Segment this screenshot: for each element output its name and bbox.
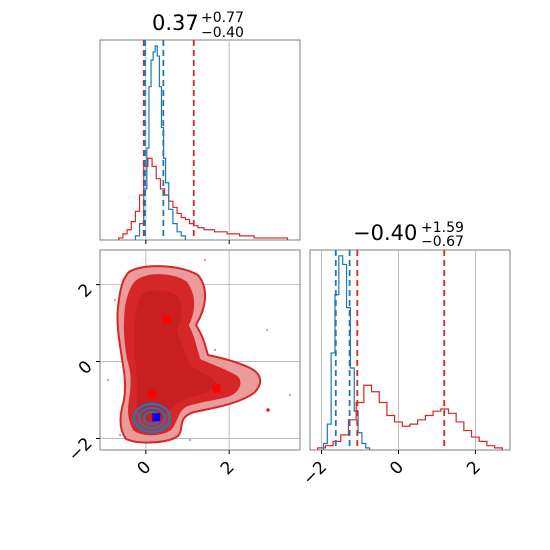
blue-contours (132, 402, 172, 434)
panel-joint (96, 249, 301, 454)
panel-marginal-x: 0.37 +0.77 −0.40 (99, 10, 301, 244)
y-tick-label: −2 (65, 434, 97, 466)
scatter-point (113, 298, 117, 302)
scatter-point (203, 258, 207, 262)
scatter-point (188, 438, 192, 442)
x-tick-label: −2 (299, 457, 331, 489)
marker-blue (152, 413, 161, 422)
panel-frame (99, 39, 301, 241)
x-tick-label: 0 (134, 457, 156, 479)
red-contour-inner (134, 290, 219, 423)
title-minus: −0.67 (421, 234, 464, 250)
title-plus: +1.59 (421, 220, 464, 236)
title-plus: +0.77 (201, 10, 244, 26)
title-minus: −0.40 (201, 25, 244, 41)
grid-lines (321, 250, 476, 454)
x-tick-label: 2 (463, 457, 485, 479)
scatter-point (213, 348, 217, 352)
marker-red (212, 384, 221, 393)
marker-red (148, 390, 157, 399)
scatter-point (266, 408, 270, 412)
scatter-point (265, 328, 269, 332)
x-tick-label: 2 (217, 457, 239, 479)
y-tick-label: 2 (75, 280, 97, 302)
blue-contour-outer (132, 402, 172, 434)
point-markers (148, 315, 221, 422)
y-tick-label: 0 (75, 357, 97, 379)
title-value: −0.40 (353, 221, 417, 245)
histogram-bars (118, 45, 289, 240)
histogram-step-red (317, 384, 503, 450)
histogram-step-blue (134, 45, 187, 240)
histogram-step-red (118, 157, 289, 240)
blue-contour-mid (138, 407, 166, 429)
scatter-point (118, 433, 122, 437)
scatter-point (288, 393, 292, 397)
x-tick-label: 0 (386, 457, 408, 479)
title-value: 0.37 (152, 11, 199, 35)
scatter-point (106, 378, 110, 382)
histogram-step-blue (322, 255, 371, 450)
panel-marginal-y: −0.40 +1.59 −0.67 (309, 220, 511, 454)
marker-red (162, 315, 171, 324)
quantile-lines (334, 250, 446, 450)
panel-frame (309, 249, 511, 451)
histogram-bars (317, 255, 503, 450)
quantile-lines (142, 40, 195, 240)
